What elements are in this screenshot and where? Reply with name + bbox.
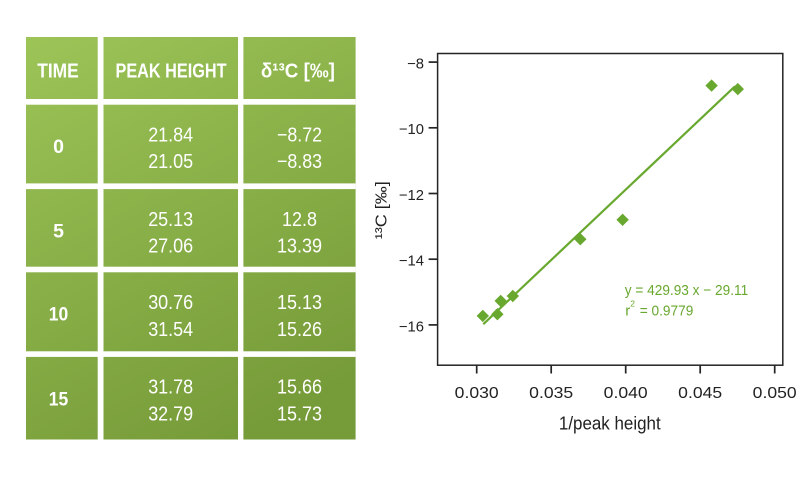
svg-text:15.13: 15.13	[277, 292, 322, 314]
svg-text:−10: −10	[399, 122, 424, 138]
svg-text:TIME: TIME	[37, 61, 79, 83]
svg-text:21.84: 21.84	[148, 124, 193, 146]
svg-text:−8.83: −8.83	[277, 151, 322, 173]
svg-text:13.39: 13.39	[277, 236, 322, 258]
svg-text:−14: −14	[399, 254, 424, 270]
svg-text:r: r	[625, 302, 630, 319]
svg-text:0.050: 0.050	[753, 385, 797, 402]
svg-text:27.06: 27.06	[148, 236, 193, 258]
svg-text:= 0.9779: = 0.9779	[640, 302, 694, 319]
svg-text:31.78: 31.78	[148, 377, 193, 399]
svg-text:δ¹³C [‰]: δ¹³C [‰]	[261, 61, 335, 83]
svg-text:15.66: 15.66	[277, 377, 322, 399]
svg-text:5: 5	[53, 221, 64, 243]
svg-text:15.73: 15.73	[277, 403, 322, 425]
svg-text:25.13: 25.13	[148, 209, 193, 231]
svg-text:−12: −12	[399, 188, 424, 204]
svg-text:30.76: 30.76	[148, 292, 193, 314]
svg-text:32.79: 32.79	[148, 403, 193, 425]
svg-text:PEAK HEIGHT: PEAK HEIGHT	[116, 61, 227, 83]
svg-text:21.05: 21.05	[148, 151, 193, 173]
svg-text:y = 429.93 x − 29.11: y = 429.93 x − 29.11	[625, 282, 748, 299]
svg-text:−16: −16	[399, 319, 424, 335]
svg-text:0.030: 0.030	[455, 385, 499, 402]
svg-text:2: 2	[630, 298, 635, 308]
svg-text:15: 15	[49, 388, 69, 410]
svg-text:−8: −8	[407, 57, 424, 73]
svg-text:0.040: 0.040	[604, 385, 648, 402]
svg-text:12.8: 12.8	[282, 209, 317, 231]
svg-text:0: 0	[53, 136, 64, 158]
svg-text:¹³C [‰]: ¹³C [‰]	[374, 181, 391, 239]
svg-text:31.54: 31.54	[148, 319, 193, 341]
svg-text:0.035: 0.035	[529, 385, 573, 402]
svg-text:0.045: 0.045	[678, 385, 722, 402]
svg-text:15.26: 15.26	[277, 319, 322, 341]
svg-text:1/peak height: 1/peak height	[559, 414, 661, 434]
svg-text:−8.72: −8.72	[277, 124, 322, 146]
svg-text:10: 10	[49, 304, 69, 326]
